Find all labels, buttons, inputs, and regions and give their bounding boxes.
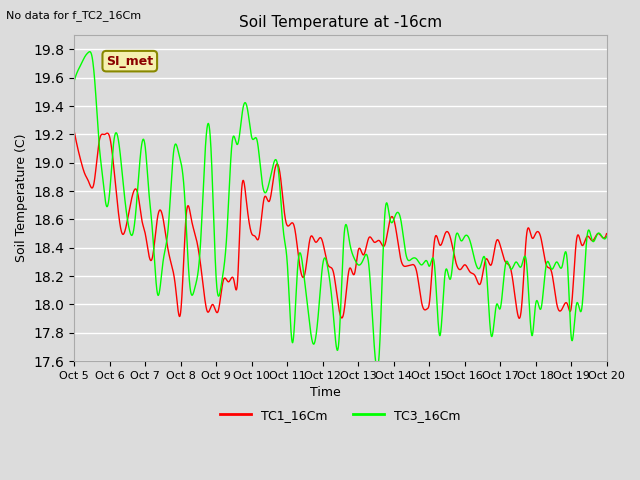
TC3_16Cm (603, 234, 611, 240)
TC3_16Cm (298, 255, 305, 261)
Title: Soil Temperature at -16cm: Soil Temperature at -16cm (239, 15, 442, 30)
TC1_16Cm (275, 163, 282, 168)
TC1_16Cm (603, 231, 611, 237)
TC1_16Cm (593, 232, 600, 238)
TC1_16Cm (298, 272, 305, 277)
Legend: TC1_16Cm, TC3_16Cm: TC1_16Cm, TC3_16Cm (215, 404, 466, 427)
TC1_16Cm (535, 229, 543, 235)
TC3_16Cm (70, 78, 78, 84)
Text: No data for f_TC2_16Cm: No data for f_TC2_16Cm (6, 10, 141, 21)
Y-axis label: Soil Temperature (C): Soil Temperature (C) (15, 134, 28, 263)
TC1_16Cm (163, 238, 170, 244)
TC1_16Cm (515, 315, 523, 321)
Text: SI_met: SI_met (106, 55, 154, 68)
TC3_16Cm (373, 366, 381, 372)
Line: TC1_16Cm: TC1_16Cm (74, 132, 607, 318)
TC3_16Cm (163, 238, 171, 243)
TC1_16Cm (131, 186, 139, 192)
TC3_16Cm (535, 304, 543, 310)
TC3_16Cm (86, 49, 93, 55)
TC1_16Cm (70, 129, 78, 134)
TC3_16Cm (131, 216, 139, 221)
Line: TC3_16Cm: TC3_16Cm (74, 52, 607, 369)
TC3_16Cm (275, 169, 282, 175)
X-axis label: Time: Time (310, 386, 340, 399)
TC3_16Cm (593, 233, 600, 239)
